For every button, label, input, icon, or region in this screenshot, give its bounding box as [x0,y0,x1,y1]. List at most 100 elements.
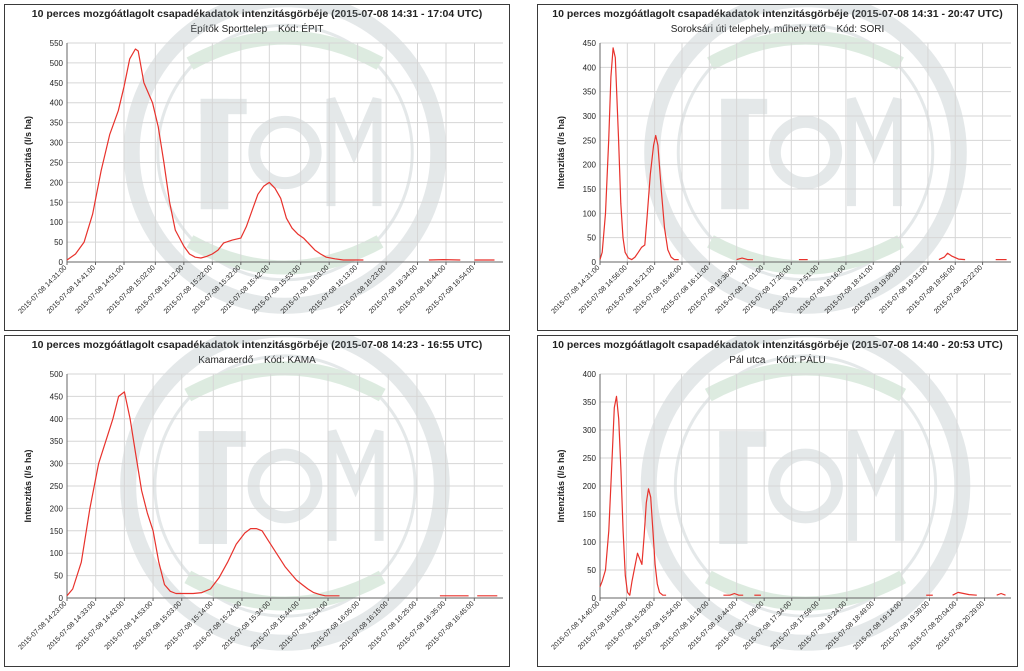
series-line [723,592,744,596]
y-tick-label: 50 [54,572,63,581]
watermark-green-arc [184,361,386,402]
x-tick-label: 2015-07-08 14:33:00 [46,600,97,651]
y-tick-label: 0 [592,258,597,267]
watermark-green-arc [707,30,904,70]
watermark-inner-ring [676,23,935,282]
chart-plot: 0 50 100 150 200 250 300 350 400 2015-07-08 14:40… [551,336,1011,651]
y-tick-label: 500 [50,59,64,68]
y-tick-label: 500 [50,370,64,379]
watermark-logo [644,5,967,314]
y-tick-label: 150 [583,185,597,194]
x-tick-label: 2015-07-08 14:31:00 [18,264,69,315]
chart-panel-kama: 10 perces mozgóátlagolt csapadékadatok i… [4,335,510,667]
y-tick-label: 250 [583,454,597,463]
station-code: Kód: PÁLU [776,355,826,366]
x-tick-label: 2015-07-08 15:46:00 [632,264,683,315]
y-tick-label: 100 [583,538,597,547]
x-tick-label: 2015-07-08 16:44:00 [397,264,448,315]
chart-title: 10 perces mozgóátlagolt csapadékadatok i… [552,8,1003,20]
watermark-green-arc [186,235,384,275]
x-tick-label: 2015-07-08 15:21:00 [605,264,656,315]
station-code: Kód: ÉPIT [277,24,324,35]
series-line [938,252,966,261]
y-tick-label: 550 [50,39,64,48]
y-axis-label: Intenzitás (l/s ha) [23,449,33,522]
y-tick-label: 350 [583,88,597,97]
y-tick-label: 0 [59,258,64,267]
chart-subtitle: Soroksári úti telephely, műhely tető Kód… [538,24,1017,35]
y-tick-label: 300 [50,139,64,148]
y-tick-label: 100 [50,549,64,558]
station-name: Építők Sporttelep [190,24,268,35]
watermark-letter [719,431,767,447]
y-tick-label: 200 [583,482,597,491]
chart-title: 10 perces mozgóátlagolt csapadékadatok i… [31,8,483,20]
y-axis-label: Intenzitás (l/s ha) [556,449,566,522]
chart-plot: 0 50 100 150 200 250 300 350 400 450 500 550 2015-07… [18,5,503,315]
x-tick-label: 2015-07-08 16:35:00 [396,600,447,651]
y-axis-label: Intenzitás (l/s ha) [23,116,33,189]
station-code: Kód: KAMA [264,355,316,366]
x-tick-label: 2015-07-08 16:11:00 [660,264,711,315]
series-line [736,257,753,261]
chart-subtitle: Építők Sporttelep Kód: ÉPIT [5,24,509,35]
series-line [952,591,977,596]
y-tick-label: 350 [583,398,597,407]
y-tick-label: 200 [583,161,597,170]
y-axis-label: Intenzitás (l/s ha) [556,116,566,189]
x-tick-label: 2015-07-08 20:29:00 [935,600,986,651]
watermark-letter [721,98,768,115]
x-tick-label: 2015-07-08 14:41:00 [46,264,97,315]
watermark-green-arc [186,30,384,70]
x-tick-label: 2015-07-08 16:45:00 [425,600,476,651]
y-tick-label: 300 [50,460,64,469]
x-tick-label: 2015-07-08 16:19:00 [660,600,711,651]
x-tick-label: 2015-07-08 20:22:00 [933,264,984,315]
y-tick-label: 150 [583,510,597,519]
y-tick-label: 50 [587,234,596,243]
watermark-logo [120,336,450,651]
x-tick-label: 2015-07-08 15:29:00 [604,600,655,651]
watermark-letter [768,115,843,190]
chart-title: 10 perces mozgóátlagolt csapadékadatok i… [31,339,483,351]
watermark-logo [123,5,447,314]
chart-panel-palu: 10 perces mozgóátlagolt csapadékadatok i… [537,335,1018,667]
y-tick-label: 150 [50,198,64,207]
station-name: Soroksári úti telephely, műhely tető [670,24,826,35]
y-tick-label: 300 [583,426,597,435]
series-line [599,395,667,596]
watermark-letter [846,97,902,207]
y-tick-label: 250 [583,136,597,145]
watermark-letter [326,97,382,207]
series-line [66,391,340,597]
y-tick-label: 450 [583,39,597,48]
watermark-letter [200,98,247,115]
y-tick-label: 100 [50,218,64,227]
series-line [599,47,679,261]
y-tick-label: 100 [583,209,597,218]
watermark-letter [248,115,322,190]
x-tick-label: 2015-07-08 15:04:00 [577,600,628,651]
y-tick-label: 400 [583,63,597,72]
y-tick-label: 400 [50,415,64,424]
y-tick-label: 0 [59,594,64,603]
watermark-inner-ring [156,23,414,282]
y-tick-label: 400 [583,370,597,379]
station-name: Pál utca [729,355,766,366]
y-tick-label: 50 [54,238,63,247]
y-tick-label: 200 [50,504,64,513]
y-tick-label: 450 [50,79,64,88]
watermark-green-arc [704,361,907,402]
chart-subtitle: Kamaraerdő Kód: KAMA [5,355,509,366]
station-name: Kamaraerdő [198,355,254,366]
watermark-letter [719,431,748,545]
watermark-letter [721,98,749,210]
y-tick-label: 250 [50,482,64,491]
y-tick-label: 250 [50,158,64,167]
gridlines [599,42,1011,263]
watermark-green-arc [707,235,904,275]
watermark-letter [198,431,246,447]
watermark-letter [200,98,229,210]
x-tick-label: 2015-07-08 15:12:00 [134,264,185,315]
series-line [66,48,364,261]
